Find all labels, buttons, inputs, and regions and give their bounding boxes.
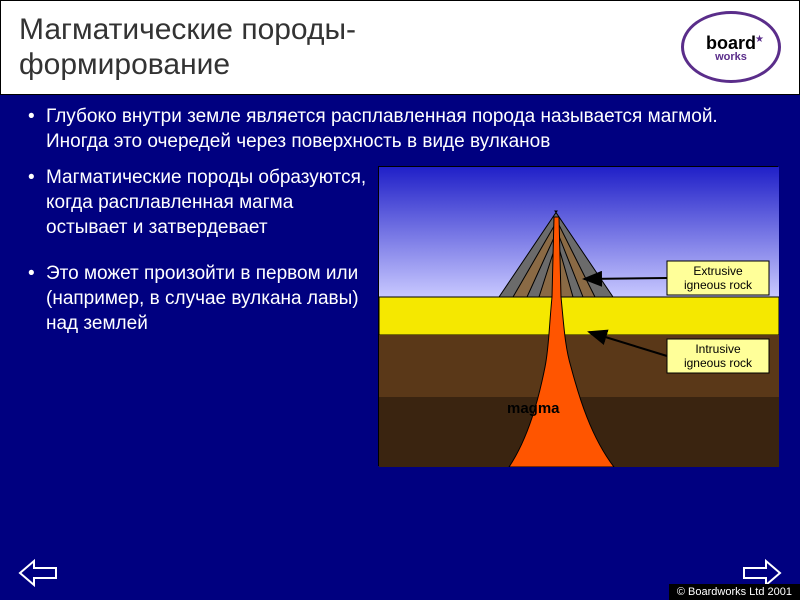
svg-text:Extrusive: Extrusive <box>693 264 743 278</box>
logo-star-icon: ★ <box>755 34 764 45</box>
svg-text:magma: magma <box>507 400 560 417</box>
boardworks-logo: ★ board works <box>681 11 781 83</box>
page-title: Магматические породы- формирование <box>19 13 559 82</box>
copyright: © Boardworks Ltd 2001 <box>669 584 800 600</box>
bullet-intro: Глубоко внутри земле является расплавлен… <box>20 105 780 154</box>
content-area: Глубоко внутри земле является расплавлен… <box>0 95 800 466</box>
svg-text:Intrusive: Intrusive <box>695 342 741 356</box>
bullet-2: Это может произойти в первом или (наприм… <box>20 262 370 336</box>
logo-text-1: board <box>706 35 756 51</box>
diagram-svg: Extrusiveigneous rockIntrusiveigneous ro… <box>379 167 779 467</box>
lower-row: Магматические породы образуются, когда р… <box>20 166 780 466</box>
header: Магматические породы- формирование ★ boa… <box>0 0 800 95</box>
nav-prev-button[interactable] <box>18 558 58 588</box>
logo-text-2: works <box>715 52 747 63</box>
volcano-diagram: Extrusiveigneous rockIntrusiveigneous ro… <box>378 166 778 466</box>
svg-text:igneous rock: igneous rock <box>684 278 753 292</box>
svg-text:igneous rock: igneous rock <box>684 356 753 370</box>
bullet-1: Магматические породы образуются, когда р… <box>20 166 370 240</box>
left-column: Магматические породы образуются, когда р… <box>20 166 370 466</box>
arrow-left-icon <box>18 558 58 588</box>
